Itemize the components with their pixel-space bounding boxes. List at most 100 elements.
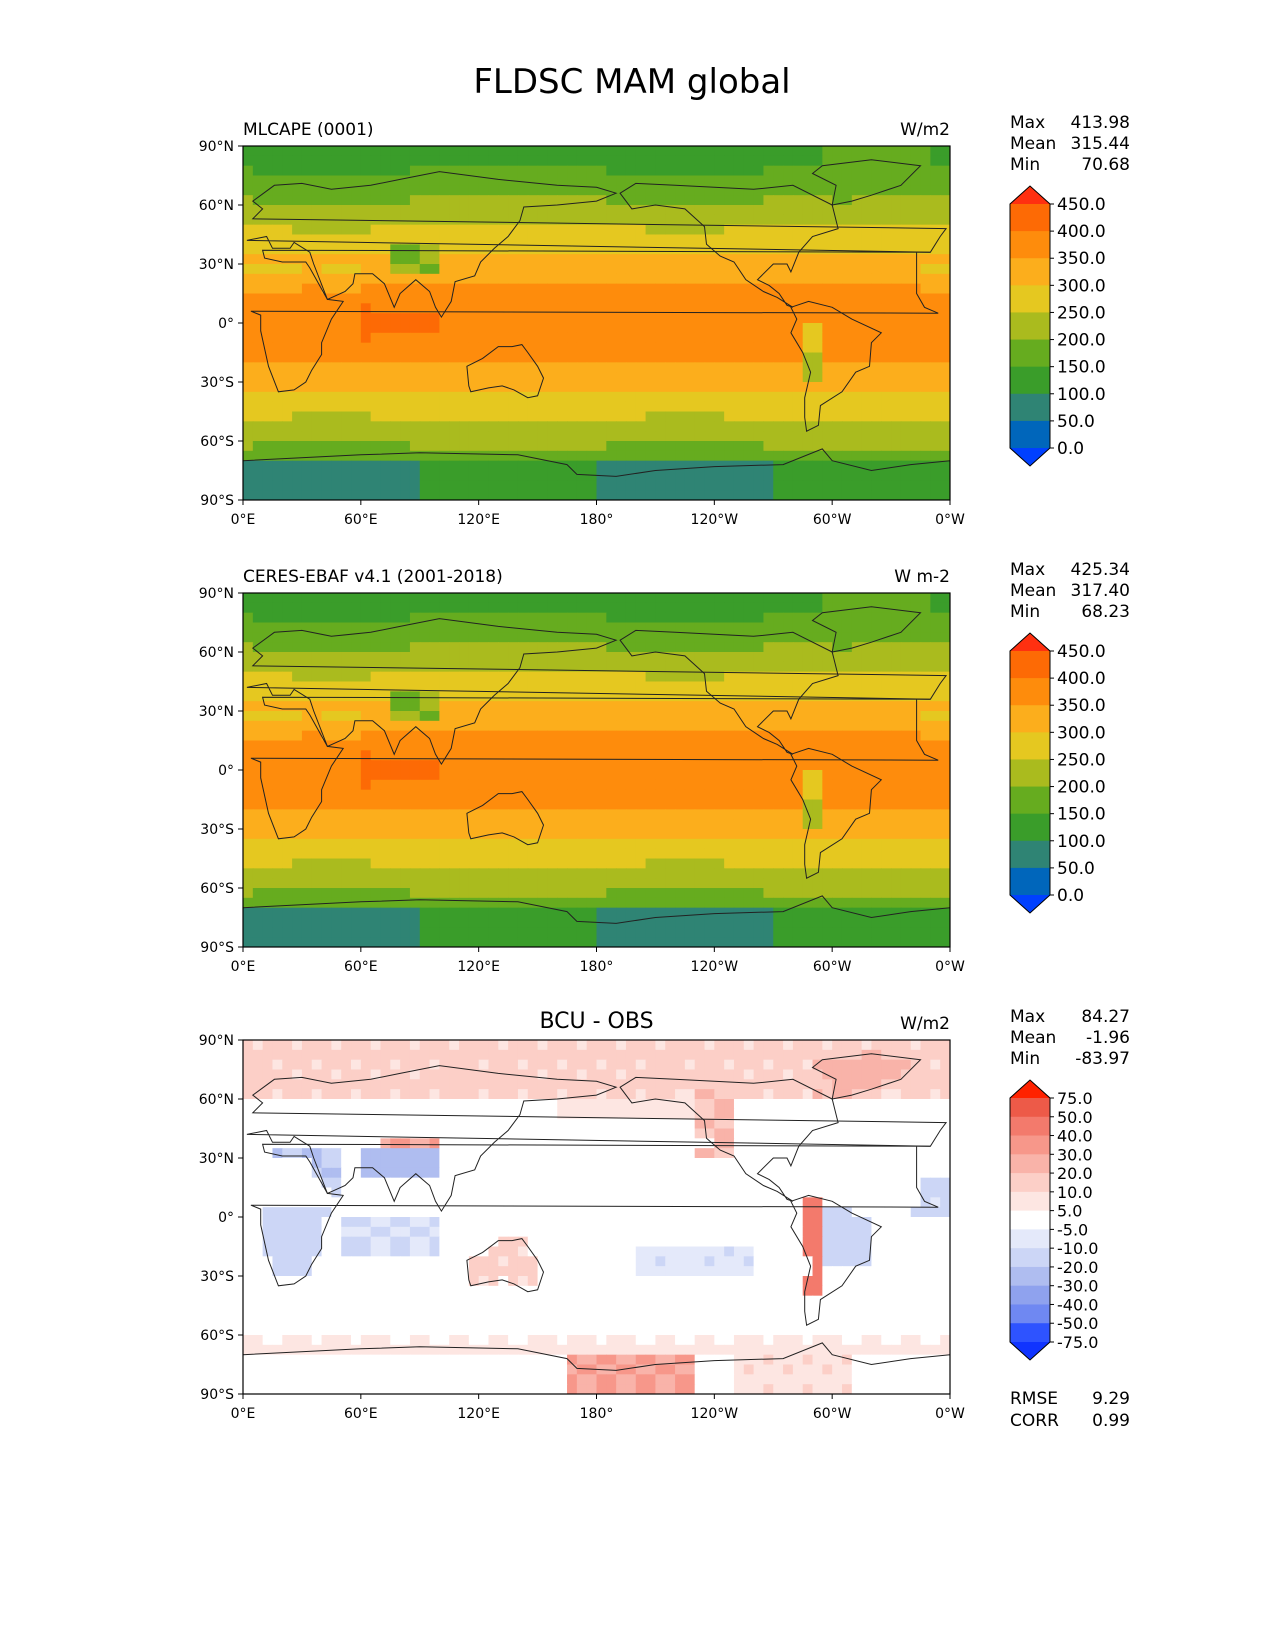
map-cell — [262, 450, 274, 462]
map-cell — [429, 205, 440, 216]
map-cell — [478, 691, 490, 702]
map-cell — [409, 789, 421, 801]
map-cell — [920, 431, 931, 442]
map-cell — [370, 858, 382, 869]
map-cell — [400, 681, 411, 692]
map-cell — [557, 382, 568, 393]
map-cell — [616, 789, 627, 801]
map-cell — [635, 661, 647, 673]
map-cell — [321, 632, 332, 643]
map-cell — [851, 897, 863, 909]
map-cell — [724, 740, 735, 751]
map-cell — [606, 303, 617, 314]
map-cell — [498, 612, 509, 624]
lat-tick-label: 90°S — [200, 493, 234, 509]
map-cell — [301, 352, 313, 363]
map-cell — [841, 888, 853, 899]
map-cell — [292, 441, 303, 452]
map-cell — [851, 652, 863, 663]
map-cell — [822, 431, 833, 442]
map-cell — [841, 391, 853, 403]
map-cell — [567, 323, 578, 334]
map-cell — [390, 372, 401, 383]
map-cell — [380, 411, 391, 422]
map-cell — [596, 602, 607, 614]
map-cell — [478, 234, 490, 245]
map-cell — [773, 701, 784, 712]
map-cell — [292, 264, 303, 275]
map-cell — [252, 411, 264, 422]
map-cell — [861, 593, 873, 604]
map-cell — [439, 490, 450, 500]
map-cell — [753, 770, 765, 781]
map-cell — [910, 809, 922, 820]
map-cell — [341, 770, 352, 781]
map-cell — [360, 779, 372, 791]
map-cell — [940, 829, 950, 840]
map-cell — [557, 254, 568, 265]
map-cell — [488, 711, 499, 722]
map-cell — [714, 661, 725, 673]
map-cell — [400, 661, 411, 673]
map-cell — [351, 342, 362, 354]
map-cell — [841, 632, 853, 643]
map-cell — [812, 612, 823, 624]
map-cell — [547, 612, 558, 624]
map-cell — [301, 362, 313, 373]
map-cell — [351, 888, 362, 899]
map-cell — [763, 490, 774, 500]
map-cell — [586, 770, 598, 781]
map-cell — [920, 244, 931, 255]
map-cell — [409, 323, 421, 334]
colorbar-extend-max — [1010, 186, 1050, 204]
map-cell — [694, 602, 706, 614]
map-cell — [508, 332, 519, 344]
map-cell — [370, 622, 382, 633]
map-cell — [802, 234, 814, 245]
map-cell — [920, 303, 931, 314]
map-cell — [891, 819, 902, 830]
map-cell — [586, 858, 598, 869]
map-cell — [498, 332, 509, 344]
map-cell — [832, 372, 843, 383]
map-cell — [537, 470, 548, 481]
map-cell — [871, 293, 882, 304]
map-cell — [891, 421, 902, 432]
map-cell — [576, 431, 588, 442]
map-cell — [331, 819, 342, 830]
map-cell — [625, 480, 637, 491]
map-cell — [665, 770, 676, 781]
map-cell — [753, 332, 765, 344]
map-cell — [616, 701, 627, 712]
map-cell — [802, 711, 814, 722]
map-cell — [625, 205, 637, 216]
map-cell — [802, 431, 814, 442]
map-cell — [478, 391, 490, 403]
map-cell — [645, 401, 657, 413]
map-cell — [459, 342, 470, 354]
map-cell — [360, 907, 372, 919]
map-cell — [841, 681, 853, 692]
map-cell — [783, 681, 794, 692]
map-cell — [586, 490, 598, 500]
map-cell — [655, 382, 666, 393]
map-cell — [616, 632, 627, 643]
map-cell — [370, 195, 382, 206]
map-cell — [802, 146, 814, 157]
map-cell — [272, 205, 283, 216]
map-cell — [409, 372, 421, 383]
map-cell — [537, 293, 548, 304]
map-cell — [262, 789, 274, 801]
map-cell — [478, 819, 490, 830]
map-cell — [900, 362, 912, 373]
lon-tick-label: 0°E — [231, 512, 256, 528]
map-cell — [625, 799, 637, 810]
map-cell — [517, 470, 529, 481]
map-cell — [576, 372, 588, 383]
map-cell — [684, 214, 696, 226]
map-cell — [370, 391, 382, 403]
map-cell — [321, 779, 332, 791]
map-cell — [704, 779, 715, 791]
map-cell — [567, 401, 578, 413]
map-cell — [478, 652, 490, 663]
